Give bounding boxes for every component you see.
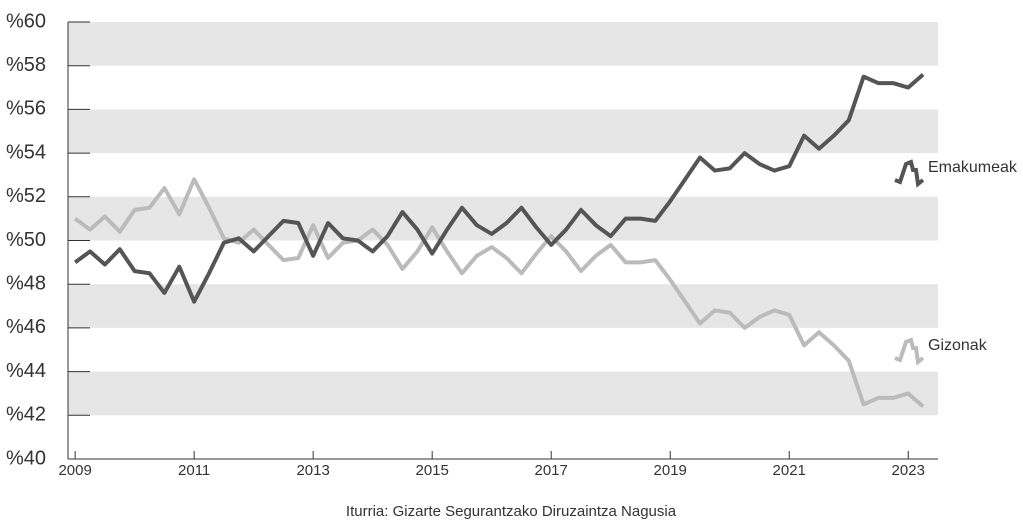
x-tick-label: 2009: [58, 462, 91, 479]
legend-label: Emakumeak: [928, 159, 1018, 176]
y-tick-label: %46: [6, 316, 46, 338]
x-tick-label: 2017: [535, 462, 568, 479]
series-line: [73, 72, 925, 304]
series-line: [73, 177, 925, 409]
y-tick-label: %56: [6, 98, 46, 120]
y-tick-label: %50: [6, 229, 46, 251]
y-tick-label: %48: [6, 272, 46, 294]
x-tick-label: 2013: [296, 462, 329, 479]
y-tick-label: %42: [6, 404, 46, 426]
grid-band: [68, 196, 938, 241]
x-tick-label: 2015: [415, 462, 448, 479]
y-tick-label: %58: [6, 54, 46, 76]
y-tick-label: %60: [6, 10, 46, 32]
y-tick-label: %54: [6, 141, 46, 163]
grid-band: [68, 22, 938, 66]
legend-swatch: [894, 337, 925, 366]
source: Iturria: Gizarte Segurantzako Diruzaintz…: [346, 503, 677, 520]
y-tick-label: %40: [6, 447, 46, 469]
x-tick-label: 2023: [892, 462, 925, 479]
y-tick-label: %52: [6, 185, 46, 207]
x-tick-label: 2011: [178, 462, 210, 479]
y-tick-label: %44: [6, 360, 46, 382]
grid-band: [68, 109, 938, 154]
grid-band: [68, 371, 938, 416]
legend-label: Gizonak: [928, 337, 988, 354]
x-tick-label: 2021: [773, 462, 806, 479]
x-tick-label: 2019: [654, 462, 687, 479]
legend-swatch: [894, 159, 925, 188]
